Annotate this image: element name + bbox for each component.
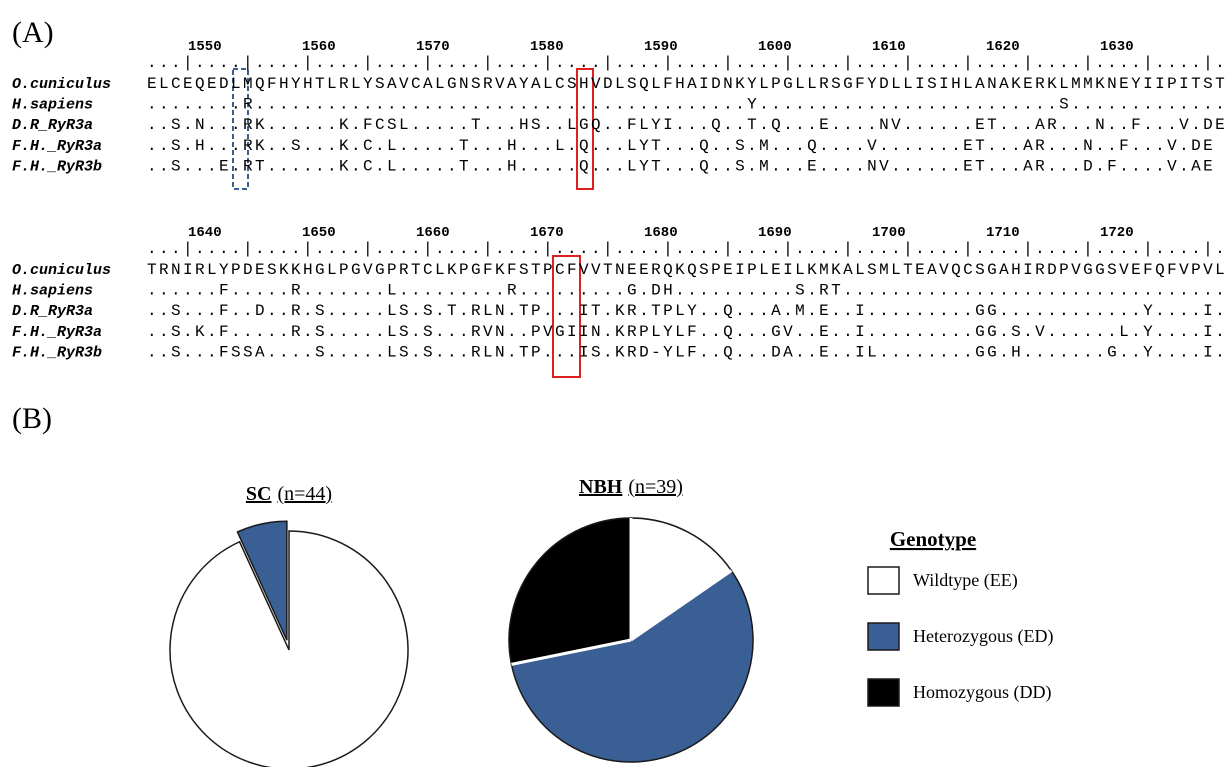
pie-title-main: SC (246, 483, 272, 505)
pie-title-main: NBH (579, 476, 623, 498)
species-name: O.cuniculus (12, 76, 111, 93)
slice-gap (630, 569, 733, 642)
sequence: ........R...............................… (147, 96, 1227, 114)
pie-title-n: (n=39) (628, 476, 683, 498)
pie-title: SC (n=44) (246, 483, 332, 505)
species-name: O.cuniculus (12, 262, 111, 279)
ruler: ...|....|....|....|....|....|....|....|.… (147, 54, 1227, 72)
position-label: 1630 (1100, 39, 1134, 55)
legend-title: Genotype (890, 527, 976, 551)
species-name: D.R_RyR3a (12, 303, 93, 320)
legend-label: Homozygous (DD) (913, 682, 1051, 703)
position-label: 1590 (644, 39, 678, 55)
slice-gap (511, 638, 632, 666)
position-label: 1680 (644, 225, 678, 241)
sequence: TRNIRLYPDESKKHGLPGVGPRTCLKPGFKFSTPCFVVTN… (147, 261, 1227, 279)
pie-slice (508, 517, 632, 666)
position-label: 1550 (188, 39, 222, 55)
position-label: 1660 (416, 225, 450, 241)
species-name: F.H._RyR3b (12, 344, 102, 361)
position-label: 1560 (302, 39, 336, 55)
species-name: F.H._RyR3a (12, 324, 102, 341)
position-label: 1640 (188, 225, 222, 241)
legend-label: Wildtype (EE) (913, 570, 1018, 591)
position-label: 1710 (986, 225, 1020, 241)
pie-slice (169, 530, 409, 767)
position-label: 1610 (872, 39, 906, 55)
sequence: ..S.N...RK......K.FCSL.....T...HS..LGQ..… (147, 116, 1227, 134)
position-label: 1620 (986, 39, 1020, 55)
species-name: H.sapiens (12, 283, 93, 300)
highlight-box (232, 68, 249, 190)
sequence: ..S...E.RT......K.C.L.....T...H.....Q...… (147, 157, 1215, 175)
position-label: 1580 (530, 39, 564, 55)
sequence: ..S...FSSA....S.....LS.S...RLN.TP...IS.K… (147, 343, 1227, 361)
species-name: F.H._RyR3b (12, 158, 102, 175)
pie-slice (510, 569, 754, 763)
position-label: 1700 (872, 225, 906, 241)
highlight-box (576, 68, 594, 190)
panel-label: (B) (12, 402, 52, 435)
legend-swatch (867, 566, 900, 595)
pie-slice (630, 517, 733, 642)
panel-label: (A) (12, 16, 54, 49)
species-name: D.R_RyR3a (12, 117, 93, 134)
species-name: H.sapiens (12, 97, 93, 114)
pie-title: NBH (n=39) (579, 476, 683, 498)
pie-title-n: (n=44) (277, 483, 332, 505)
position-label: 1690 (758, 225, 792, 241)
position-label: 1720 (1100, 225, 1134, 241)
pie-slice (236, 520, 288, 641)
position-label: 1670 (530, 225, 564, 241)
position-label: 1650 (302, 225, 336, 241)
sequence: ..S...F..D..R.S.....LS.S.T.RLN.TP...IT.K… (147, 302, 1227, 320)
position-label: 1570 (416, 39, 450, 55)
sequence: ELCEQEDLMQFHYHTLRLYSAVCALGNSRVAYALCSHVDL… (147, 75, 1227, 93)
species-name: F.H._RyR3a (12, 138, 102, 155)
legend-swatch (867, 622, 900, 651)
position-label: 1600 (758, 39, 792, 55)
sequence: ......F.....R.......L.........R.........… (147, 282, 1227, 300)
highlight-box (552, 255, 581, 378)
sequence: ..S.H...RK..S...K.C.L.....T...H...L.Q...… (147, 137, 1215, 155)
legend-swatch (867, 678, 900, 707)
sequence: ..S.K.F.....R.S.....LS.S...RVN..PVGIIN.K… (147, 323, 1227, 341)
ruler: ...|....|....|....|....|....|....|....|.… (147, 240, 1227, 258)
legend-label: Heterozygous (ED) (913, 626, 1053, 647)
